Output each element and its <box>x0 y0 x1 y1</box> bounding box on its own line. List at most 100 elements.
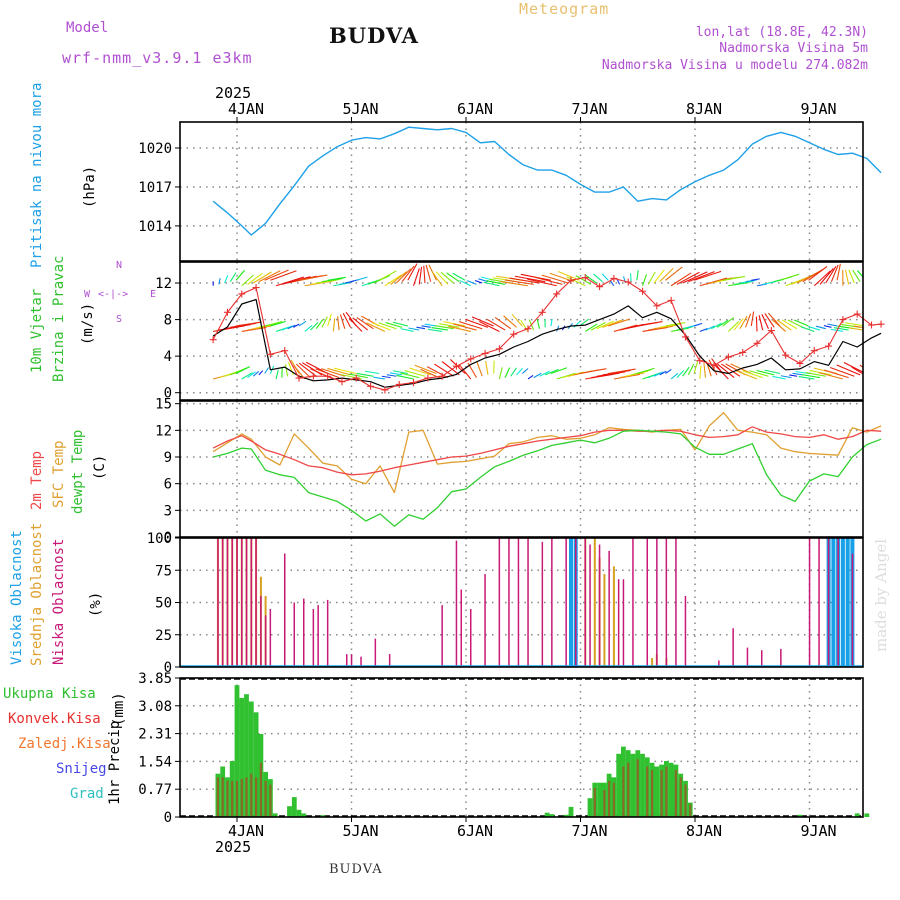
y-tick-label: 75 <box>155 563 172 579</box>
conv-precip-bar <box>684 784 687 817</box>
wind-arrow <box>378 270 397 281</box>
wind-arrow <box>440 271 454 284</box>
wind-arrow <box>385 322 403 328</box>
conv-precip-bar <box>226 780 229 817</box>
wind-arrow <box>327 276 346 281</box>
wind-arrow <box>434 363 454 377</box>
wind-arrow <box>761 314 769 329</box>
model-elevation: Nadmorska Visina u modelu 274.082m <box>601 58 868 73</box>
wind-arrow <box>404 370 426 377</box>
wind-arrow <box>315 319 324 330</box>
wind-arrow <box>521 368 529 374</box>
wind-arrow <box>687 363 695 376</box>
wind-arrow <box>293 323 300 328</box>
wind-arrow <box>252 370 260 377</box>
wind-arrow <box>366 322 386 332</box>
day-label-top: 6JAN <box>457 100 493 118</box>
wind-arrow <box>682 366 690 377</box>
low-cloud-bar <box>326 599 329 667</box>
wind-arrow <box>636 270 639 281</box>
wind-arrow <box>511 314 523 327</box>
panel-frame-pressure <box>179 121 864 262</box>
y-tick-label: 3.85 <box>138 671 172 687</box>
gust-marker <box>438 372 446 380</box>
gust-marker <box>281 347 289 355</box>
wind-arrow <box>298 274 328 281</box>
compass-s: S <box>116 314 123 325</box>
wind-arrow <box>851 366 863 375</box>
wind-arrow <box>295 363 311 379</box>
wind-arrow <box>819 268 834 285</box>
low-cloud-bar <box>632 538 634 667</box>
wind-arrow <box>815 325 826 330</box>
dewpoint-line <box>212 429 882 527</box>
low-cloud-bar <box>622 579 625 667</box>
wind-arrow <box>224 275 229 284</box>
low-cloud-bar <box>441 605 443 667</box>
wind-arrow <box>721 363 741 377</box>
high-cloud-label: Visoka Oblacnost <box>9 530 25 665</box>
y-tick-label: 12 <box>155 423 172 439</box>
wind-arrow <box>287 324 296 330</box>
wind-arrow <box>339 314 346 329</box>
day-label-bottom: 4JAN <box>228 822 264 840</box>
conv-precip-bar <box>255 777 258 817</box>
total-precip-bar <box>587 798 593 817</box>
wind-arrow <box>749 370 769 377</box>
wind-arrow <box>533 372 542 379</box>
y-tick-label: 2.31 <box>138 727 172 743</box>
wind-arrow <box>401 265 415 282</box>
gust-marker <box>266 350 274 358</box>
total-precip-bar <box>244 694 249 817</box>
conv-precip-bar <box>269 784 272 817</box>
gust-marker <box>238 290 246 298</box>
panel-bg-clouds <box>180 538 863 667</box>
wind-arrow <box>699 365 702 380</box>
gust-marker <box>338 378 346 386</box>
y-tick-label: 1020 <box>138 141 172 157</box>
wind-arrow <box>452 272 466 281</box>
y-tick-label: 0 <box>164 810 172 826</box>
frame-layer <box>175 117 864 822</box>
wind-arrow <box>400 372 420 379</box>
gust-marker <box>252 284 260 292</box>
temp2m-label: 2m Temp <box>29 450 45 510</box>
pressure-line <box>212 126 882 236</box>
day-label-top: 8JAN <box>686 100 722 118</box>
wind-arrow <box>579 368 607 375</box>
wind-arrow <box>333 367 357 375</box>
low-cloud-bar <box>388 654 391 667</box>
low-cloud-bar <box>780 648 782 667</box>
low-cloud-bar <box>231 538 233 667</box>
wind-arrow <box>466 280 477 285</box>
wind-arrow <box>458 364 472 380</box>
wind-arrow <box>428 328 443 333</box>
wind-arrow <box>742 370 763 379</box>
wind-arrow <box>264 320 283 327</box>
low-cloud-bar <box>460 589 462 667</box>
wind-arrow <box>575 275 592 285</box>
gust-marker <box>567 276 575 284</box>
wind-arrow <box>682 271 708 284</box>
wind-arrow <box>486 318 506 331</box>
wind-arrow <box>459 321 483 330</box>
wind-arrow <box>764 369 781 375</box>
wind-arrow <box>471 316 494 327</box>
wind-arrow <box>453 323 477 331</box>
meteogram-subtitle: Meteogram <box>519 0 610 18</box>
wind-arrow <box>716 319 729 328</box>
low-cloud-bar <box>684 596 687 667</box>
wind-arrow <box>504 279 534 285</box>
wind-arrow <box>647 271 656 285</box>
wind-arrow <box>372 322 391 331</box>
day-label-bottom: 8JAN <box>686 822 722 840</box>
credit: made by Angel <box>872 538 890 652</box>
wind-arrow <box>733 318 744 331</box>
gust-marker <box>467 355 475 363</box>
gust-marker <box>696 357 704 365</box>
wind-arrow <box>772 375 786 380</box>
wind-arrow <box>241 372 253 380</box>
wind-arrow <box>736 370 758 380</box>
conv-precip-bar <box>660 770 663 817</box>
gust-marker <box>796 359 804 367</box>
